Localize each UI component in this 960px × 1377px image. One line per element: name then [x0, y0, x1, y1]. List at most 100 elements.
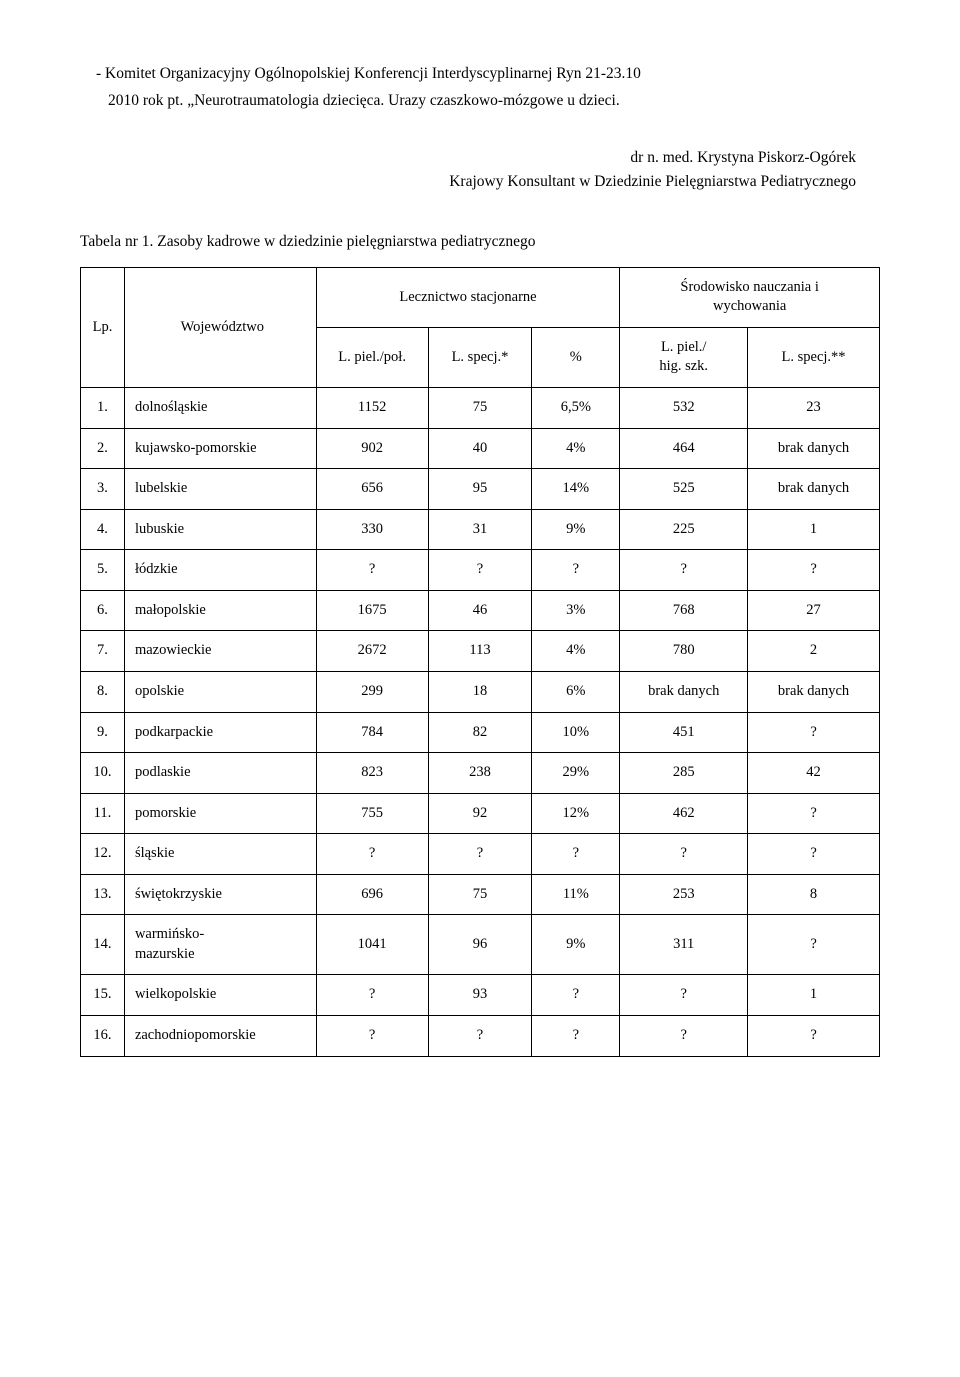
cell-c1: 755	[316, 793, 428, 834]
cell-woj: podkarpackie	[124, 712, 316, 753]
cell-woj: łódzkie	[124, 550, 316, 591]
cell-lp: 7.	[81, 631, 125, 672]
cell-c1: 1041	[316, 915, 428, 975]
cell-woj: śląskie	[124, 834, 316, 875]
cell-woj: lubelskie	[124, 469, 316, 510]
cell-c3: 12%	[532, 793, 620, 834]
cell-woj: małopolskie	[124, 590, 316, 631]
cell-c5: ?	[748, 834, 880, 875]
cell-c4: 311	[620, 915, 748, 975]
cell-c3: 10%	[532, 712, 620, 753]
table-row: 12.śląskie?????	[81, 834, 880, 875]
table-row: 16.zachodniopomorskie?????	[81, 1016, 880, 1057]
cell-c3: 9%	[532, 509, 620, 550]
cell-c2: 75	[428, 874, 532, 915]
intro-bullet: - Komitet Organizacyjny Ogólnopolskiej K…	[108, 64, 880, 85]
cell-c1: 1152	[316, 388, 428, 429]
cell-lp: 16.	[81, 1016, 125, 1057]
cell-c5: 2	[748, 631, 880, 672]
cell-c1: ?	[316, 550, 428, 591]
cell-c3: 3%	[532, 590, 620, 631]
cell-lp: 5.	[81, 550, 125, 591]
cell-c1: 2672	[316, 631, 428, 672]
table-row: 1.dolnośląskie1152756,5%53223	[81, 388, 880, 429]
table-row: 14.warmińsko-mazurskie1041969%311?	[81, 915, 880, 975]
cell-lp: 4.	[81, 509, 125, 550]
cell-lp: 10.	[81, 753, 125, 794]
th-c5: L. specj.**	[748, 327, 880, 387]
cell-c5: 8	[748, 874, 880, 915]
cell-woj: opolskie	[124, 671, 316, 712]
th-c4: L. piel./ hig. szk.	[620, 327, 748, 387]
cell-c1: 823	[316, 753, 428, 794]
signature-line2: Krajowy Konsultant w Dziedzinie Pielęgni…	[80, 170, 856, 194]
intro-bullet-cont: 2010 rok pt. „Neurotraumatologia dziecię…	[108, 91, 880, 112]
cell-c4: 780	[620, 631, 748, 672]
cell-c3: 29%	[532, 753, 620, 794]
cell-lp: 9.	[81, 712, 125, 753]
cell-c4: ?	[620, 834, 748, 875]
cell-c5: brak danych	[748, 469, 880, 510]
table-row: 2.kujawsko-pomorskie902404%464brak danyc…	[81, 428, 880, 469]
cell-lp: 13.	[81, 874, 125, 915]
cell-lp: 12.	[81, 834, 125, 875]
cell-woj: pomorskie	[124, 793, 316, 834]
cell-c3: 9%	[532, 915, 620, 975]
th-c3: %	[532, 327, 620, 387]
cell-lp: 2.	[81, 428, 125, 469]
table-row: 5.łódzkie?????	[81, 550, 880, 591]
cell-c1: ?	[316, 1016, 428, 1057]
staffing-table: Lp. Województwo Lecznictwo stacjonarne Ś…	[80, 267, 880, 1057]
table-row: 4.lubuskie330319%2251	[81, 509, 880, 550]
cell-c4: ?	[620, 975, 748, 1016]
cell-c1: 784	[316, 712, 428, 753]
cell-c2: 92	[428, 793, 532, 834]
cell-c3: ?	[532, 1016, 620, 1057]
cell-c3: 6,5%	[532, 388, 620, 429]
cell-c5: ?	[748, 915, 880, 975]
signature-block: dr n. med. Krystyna Piskorz-Ogórek Krajo…	[80, 146, 880, 194]
th-c4-l2: hig. szk.	[659, 358, 708, 374]
cell-c3: 4%	[532, 428, 620, 469]
cell-c3: ?	[532, 975, 620, 1016]
cell-c3: 6%	[532, 671, 620, 712]
cell-c5: 42	[748, 753, 880, 794]
cell-c4: brak danych	[620, 671, 748, 712]
cell-c2: 96	[428, 915, 532, 975]
table-row: 3.lubelskie6569514%525brak danych	[81, 469, 880, 510]
cell-c5: 1	[748, 975, 880, 1016]
cell-c2: ?	[428, 1016, 532, 1057]
cell-c2: ?	[428, 834, 532, 875]
cell-c4: 525	[620, 469, 748, 510]
cell-c5: ?	[748, 550, 880, 591]
cell-c4: ?	[620, 1016, 748, 1057]
cell-lp: 11.	[81, 793, 125, 834]
cell-woj: świętokrzyskie	[124, 874, 316, 915]
cell-c4: 285	[620, 753, 748, 794]
cell-c2: ?	[428, 550, 532, 591]
cell-c2: 46	[428, 590, 532, 631]
table-row: 11.pomorskie7559212%462?	[81, 793, 880, 834]
cell-c3: 11%	[532, 874, 620, 915]
cell-lp: 8.	[81, 671, 125, 712]
th-c4-l1: L. piel./	[661, 339, 707, 355]
cell-c3: 4%	[532, 631, 620, 672]
cell-c4: 462	[620, 793, 748, 834]
cell-woj: kujawsko-pomorskie	[124, 428, 316, 469]
th-group-education: Środowisko nauczania i wychowania	[620, 267, 880, 327]
cell-c5: ?	[748, 712, 880, 753]
th-group-education-l1: Środowisko nauczania i	[680, 279, 819, 295]
cell-c1: 656	[316, 469, 428, 510]
cell-c5: ?	[748, 793, 880, 834]
table-row: 7.mazowieckie26721134%7802	[81, 631, 880, 672]
cell-woj: dolnośląskie	[124, 388, 316, 429]
cell-c4: 464	[620, 428, 748, 469]
cell-c2: 238	[428, 753, 532, 794]
cell-c4: 532	[620, 388, 748, 429]
table-header-row-1: Lp. Województwo Lecznictwo stacjonarne Ś…	[81, 267, 880, 327]
cell-woj: wielkopolskie	[124, 975, 316, 1016]
th-c1: L. piel./poł.	[316, 327, 428, 387]
cell-c2: 95	[428, 469, 532, 510]
cell-c4: ?	[620, 550, 748, 591]
cell-c4: 768	[620, 590, 748, 631]
